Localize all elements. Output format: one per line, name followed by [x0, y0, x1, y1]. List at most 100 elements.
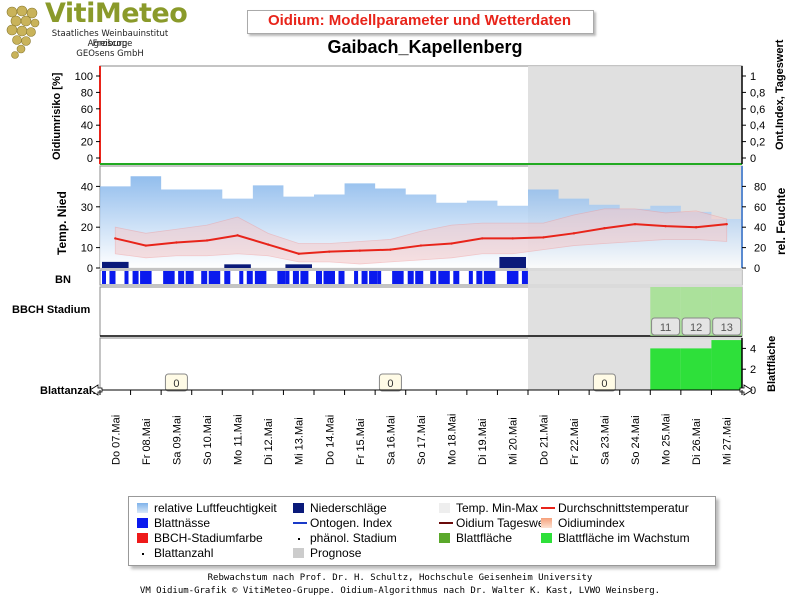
bbch-stage-label: 13: [721, 322, 733, 334]
leaf-wetness-mark: [170, 271, 175, 284]
leaf-wetness-mark: [331, 271, 335, 284]
legend-item-label: Blattfläche: [456, 531, 513, 545]
leaf-wetness-mark: [323, 271, 332, 284]
precipitation-bar: [224, 264, 251, 268]
chart-title: Gaibach_Kapellenberg: [327, 37, 523, 57]
precipitation-bar: [499, 256, 526, 268]
temperature-point: [450, 242, 453, 245]
legend-symbol: [439, 503, 450, 513]
legend-item-label: Prognose: [310, 546, 362, 560]
temperature-point: [725, 222, 728, 226]
temperature-point: [144, 244, 148, 247]
risk-tick-label: 20: [81, 137, 93, 149]
leaf-count-box: [378, 373, 402, 392]
risk-right-tick-label: 0,8: [750, 87, 765, 99]
vitimeteo-logo: VitiMeteo Staatliches Weinbauinstitut Fr…: [0, 0, 190, 62]
legend-symbol: [293, 503, 304, 513]
leaf-wetness-mark: [407, 271, 414, 284]
leaf-wetness-mark: [216, 271, 221, 284]
legend-symbol: [541, 507, 555, 509]
leaves-right-tick-label: 4: [750, 343, 756, 355]
leaf-wetness-mark: [453, 271, 460, 284]
risk-tick-label: 0: [87, 153, 93, 165]
temperature-point: [236, 234, 239, 237]
leaf-wetness-mark: [140, 271, 149, 284]
x-tick-label: Mi 13.Mai: [294, 417, 306, 465]
temperature-point: [694, 226, 698, 229]
risk-right-tick-label: 1: [750, 71, 756, 83]
leaf-count-label: 0: [173, 378, 179, 390]
leaf-wetness-mark: [277, 271, 286, 284]
footer-line: VM Oidium-Grafik © VitiMeteo-Gruppe. Oid…: [139, 586, 661, 596]
leaf-wetness-mark: [208, 271, 217, 284]
precipitation-bar: [285, 264, 312, 268]
risk-right-tick-label: 0,6: [750, 104, 765, 116]
leaf-wetness-mark: [491, 271, 496, 284]
leaf-wetness-mark: [300, 271, 309, 284]
leaf-wetness-mark: [415, 271, 424, 284]
bbch-stage-box: [712, 317, 742, 336]
leaf-wetness-mark: [185, 271, 194, 284]
logo-line: Staatliches Weinbauinstitut Freiburg: [51, 29, 169, 49]
x-tick-label: Mo 25.Mai: [661, 414, 673, 465]
legend-symbol: [541, 533, 552, 543]
leaf-wetness-mark: [292, 271, 299, 284]
leaf-wetness-mark: [392, 271, 401, 284]
leaf-wetness-mark: [399, 271, 404, 284]
temperature-point: [664, 224, 667, 228]
risk-tick-label: 60: [81, 104, 93, 116]
x-tick-label: Mo 18.Mai: [447, 414, 459, 465]
leaf-wetness-mark: [224, 271, 231, 284]
leaf-wetness-mark: [102, 271, 106, 284]
legend-item-label: phänol. Stadium: [310, 531, 397, 545]
weather-right-tick-label: 20: [754, 243, 766, 255]
x-tick-label: Di 12.Mai: [263, 419, 275, 465]
legend-item-label: BBCH-Stadiumfarbe: [154, 531, 263, 545]
x-tick-label: Sa 16.Mai: [385, 415, 397, 465]
leaf-wetness-mark: [254, 271, 263, 284]
weather-tick-label: 10: [81, 243, 93, 255]
leaf-wetness-mark: [147, 271, 152, 284]
legend-item-label: Niederschläge: [310, 501, 387, 515]
leaf-wetness-mark: [239, 271, 244, 284]
footer-line: Rebwachstum nach Prof. Dr. H. Schultz, H…: [207, 573, 593, 583]
leaf-wetness-mark: [124, 271, 129, 284]
x-tick-label: Fr 22.Mai: [569, 419, 581, 465]
leaf-wetness-mark: [354, 271, 359, 284]
leaf-wetness-mark: [483, 271, 492, 284]
leaf-wetness-mark: [316, 271, 322, 284]
scroll-left-icon: [89, 384, 103, 396]
legend: relative Luftfeuchtigkeit Niederschläge Te…: [128, 496, 716, 566]
legend-item-label: Blattnässe: [154, 516, 211, 530]
weather-right-tick-label: 0: [754, 263, 760, 275]
leaf-wetness-mark: [377, 271, 382, 284]
temperature-point: [175, 241, 178, 244]
leaves-ylabel-right: Blattfläche: [766, 336, 778, 392]
weather-tick-label: 40: [81, 181, 93, 193]
temperature-minmax-band: [114, 208, 728, 265]
legend-item-label: Temp. Min-Max: [456, 501, 539, 515]
temperature-point: [572, 232, 576, 235]
legend-symbol: [137, 503, 148, 513]
leaf-wetness-mark: [285, 271, 290, 284]
leaf-wetness-mark: [476, 271, 483, 284]
weather-ylabel-right: rel. Feuchte: [774, 187, 788, 255]
temperature-point: [328, 250, 331, 253]
x-tick-label: Do 21.Mai: [538, 415, 550, 465]
x-tick-label: Do 07.Mai: [110, 415, 122, 465]
risk-tick-label: 40: [81, 120, 93, 132]
risk-tick-label: 80: [81, 87, 93, 99]
legend-item-label: Blattfläche im Wachstum: [558, 531, 690, 545]
x-tick-label: Di 19.Mai: [477, 419, 489, 465]
bn-label: BN: [55, 274, 71, 286]
bbch-stage-label: 12: [690, 322, 702, 334]
weather-tick-label: 0: [87, 263, 93, 275]
risk-ylabel-right: Ont.Index, Tageswert: [774, 39, 786, 150]
x-tick-label: Mi 27.Mai: [722, 417, 734, 465]
legend-symbol: [439, 533, 450, 543]
leaves-right-tick-label: 2: [750, 364, 756, 376]
leaf-count-label: 0: [601, 378, 607, 390]
legend-symbol: [137, 533, 148, 543]
x-tick-label: So 10.Mai: [202, 415, 214, 465]
leaf-wetness-mark: [178, 271, 185, 284]
